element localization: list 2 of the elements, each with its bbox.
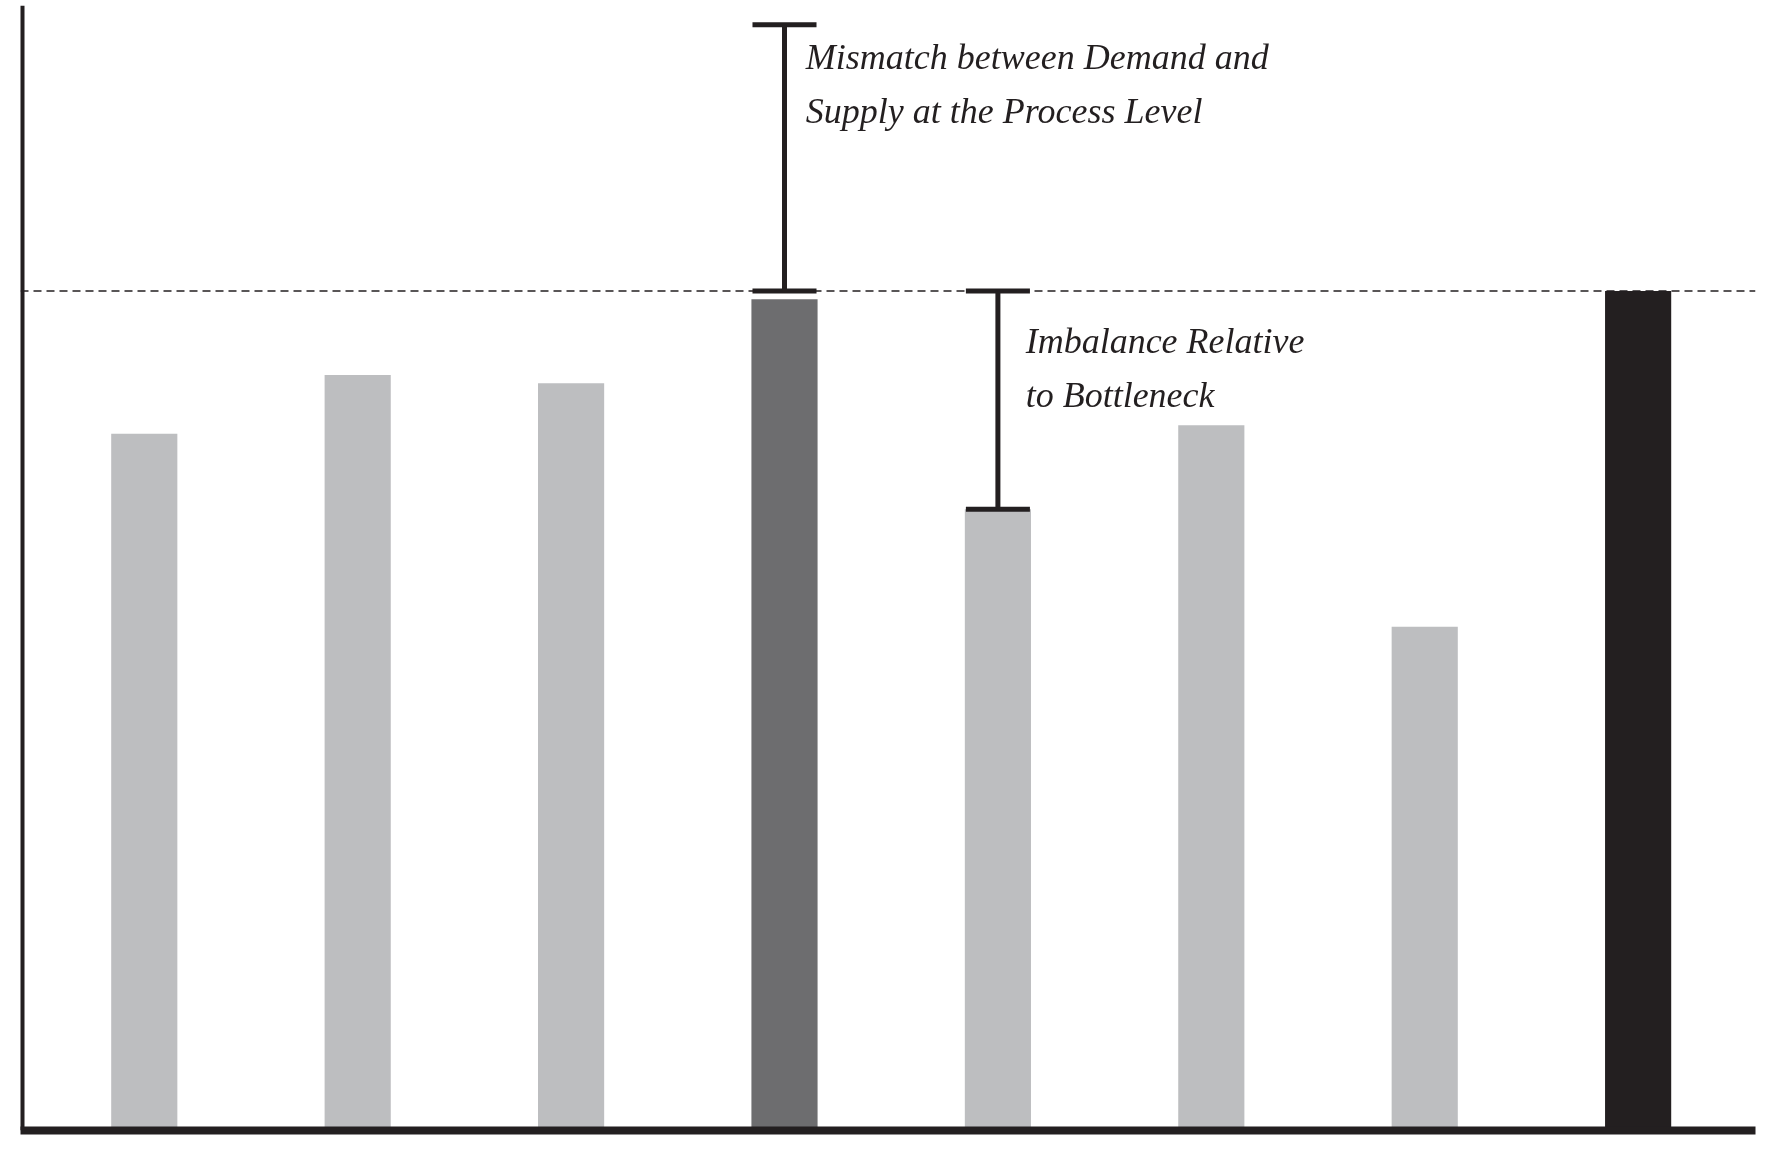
- text: Mismatch between Demand and Supply at the Process Level: [804, 36, 1270, 131]
- annotation: Imbalance Relative to Bottleneck: [1024, 320, 1305, 415]
